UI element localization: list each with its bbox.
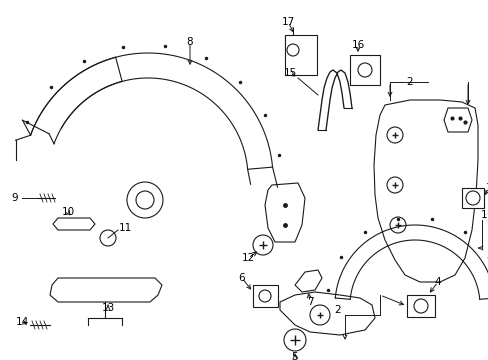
- Polygon shape: [53, 218, 95, 230]
- Text: 6: 6: [238, 273, 245, 283]
- Text: 16: 16: [351, 40, 364, 50]
- FancyBboxPatch shape: [461, 188, 483, 208]
- Text: 1: 1: [480, 210, 487, 220]
- Text: 2: 2: [406, 77, 412, 87]
- Polygon shape: [50, 278, 162, 302]
- Text: 8: 8: [186, 37, 193, 47]
- Text: 4: 4: [434, 277, 440, 287]
- Text: 10: 10: [61, 207, 74, 217]
- Text: 13: 13: [101, 303, 114, 313]
- Text: 15: 15: [283, 68, 296, 78]
- Text: 17: 17: [281, 17, 294, 27]
- FancyBboxPatch shape: [252, 285, 278, 307]
- Polygon shape: [280, 292, 374, 335]
- Text: 7: 7: [306, 297, 313, 307]
- Text: 5: 5: [291, 352, 298, 360]
- FancyBboxPatch shape: [406, 295, 434, 317]
- Text: 12: 12: [241, 253, 254, 263]
- Polygon shape: [294, 270, 321, 292]
- Text: 9: 9: [12, 193, 18, 203]
- Text: 3: 3: [484, 183, 488, 193]
- Text: 11: 11: [118, 223, 131, 233]
- Text: 2: 2: [334, 305, 341, 315]
- Text: 14: 14: [15, 317, 29, 327]
- FancyBboxPatch shape: [285, 35, 316, 75]
- Polygon shape: [373, 100, 477, 282]
- FancyBboxPatch shape: [349, 55, 379, 85]
- Polygon shape: [443, 108, 471, 132]
- Polygon shape: [264, 183, 305, 242]
